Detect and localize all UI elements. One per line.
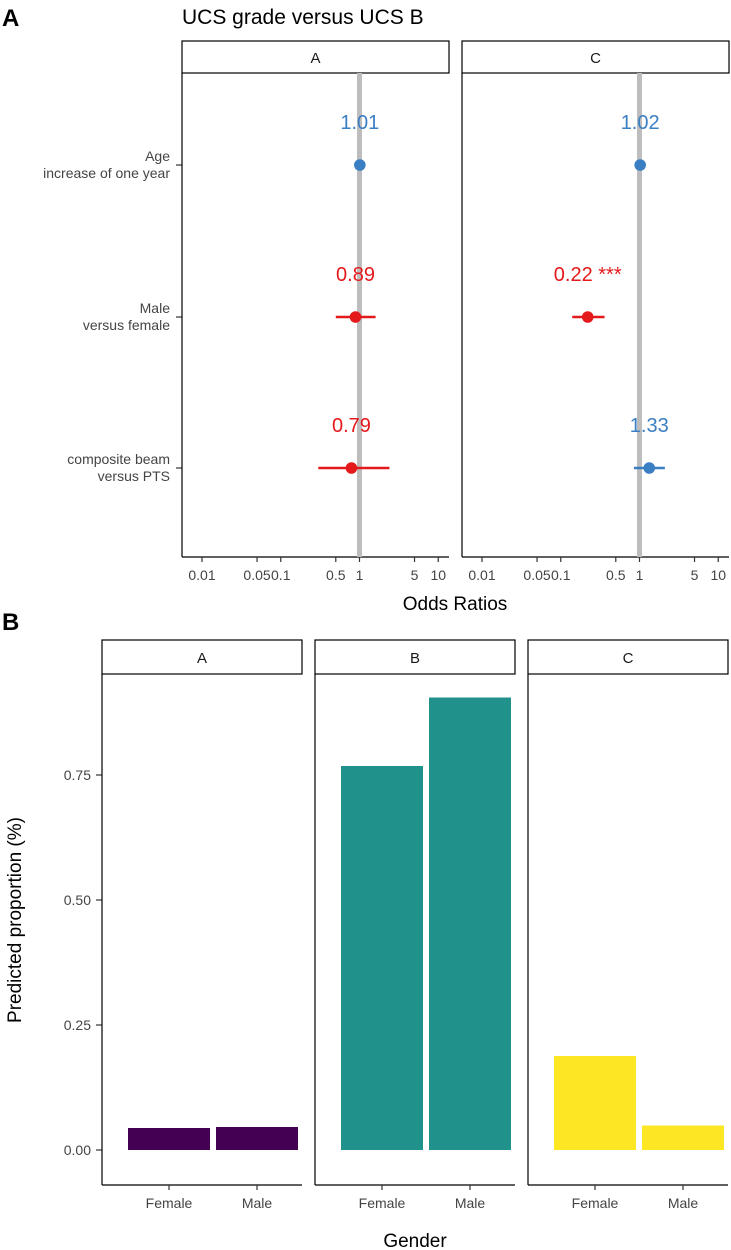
facet-1-x-tick-label-3: 0.5 [606,567,626,583]
bar-facet-0-x-tick-label-1: Male [242,1195,273,1211]
facet-0-x-tick-label-3: 0.5 [326,567,346,583]
facet-0-point-1 [349,311,362,323]
bar-facet-0-x-tick-label-0: Female [146,1195,193,1211]
bar-facet-a: Female Male [101,674,302,1211]
bar-facet-b: Female Male [314,674,515,1211]
facet-c-label: C [590,50,601,67]
y-tick-label-3: 0.75 [64,767,91,783]
facet-b-a-strip: A [101,639,303,675]
x-axis-title-gender: Gender [383,1231,447,1250]
facet-c-strip: C [461,40,730,74]
facet-b-a-label: A [197,650,207,667]
panel-b-tag: B [2,609,19,636]
facet-1-point-2 [643,462,656,474]
y-tick-label-0: 0.00 [64,1142,91,1158]
bar-2-1 [642,1125,724,1150]
facet-1-x-tick-label-0: 0.01 [468,567,495,583]
term-label-0-line-2: increase of one year [43,165,170,181]
facet-1-point-1 [581,311,594,323]
bar-facet-2-x-tick-label-1: Male [668,1195,699,1211]
facet-1-estimate-label-0: 1.02 [621,112,660,134]
y-axis: 0.00 0.25 0.50 0.75 [64,767,102,1158]
facet-a-label: A [310,50,320,67]
y-tick-label-1: 0.25 [64,1017,91,1033]
bar-1-0 [341,766,423,1150]
y-axis-title: Predicted proportion (%) [5,817,26,1023]
facet-0-x-tick-label-1: 0.05 [243,567,270,583]
facet-0-x-tick-label-0: 0.01 [188,567,215,583]
term-label-2-line-1: composite beam [67,451,170,467]
facet-0-x-tick-label-4: 1 [356,567,364,583]
x-axis-title: Odds Ratios [403,594,508,615]
bar-facet-2-x-tick-label-0: Female [572,1195,619,1211]
bar-facet-c: Female Male [527,674,728,1211]
bar-0-0 [128,1128,210,1150]
panel-a: A UCS grade versus UCS B A C Ageincrease… [2,5,730,615]
bar-facet-1-x-tick-label-1: Male [455,1195,486,1211]
facet-1-x-tick-label-4: 1 [636,567,644,583]
facet-b-b-strip: B [314,639,516,675]
facet-1-estimate-label-2: 1.33 [630,415,669,437]
panel-a-tag: A [2,5,19,32]
facet-1-x-tick-label-2: 0.1 [551,567,571,583]
facet-0-point-2 [345,462,358,474]
panel-a-title: UCS grade versus UCS B [182,6,424,29]
facet-0-x-tick-label-6: 10 [430,567,446,583]
term-label-2-line-2: versus PTS [98,468,170,484]
term-label-1-line-1: Male [140,300,171,316]
term-label-1-line-2: versus female [83,317,170,333]
bar-1-1 [429,697,511,1150]
facet-0-x-tick-label-5: 5 [411,567,419,583]
term-label-0-line-1: Age [145,148,170,164]
panel-b: B A B C 0.00 0.25 0.50 0.75 Female Male Fema… [2,609,729,1250]
facet-1-point-0 [634,159,646,171]
facet-1-x-tick-label-1: 0.05 [523,567,550,583]
facet-1-x-tick-label-5: 5 [691,567,699,583]
facet-b-c-strip: C [527,639,729,675]
bar-2-0 [554,1056,636,1150]
facet-b-b-label: B [410,650,420,667]
facet-0-estimate-label-1: 0.89 [336,264,375,286]
facet-0-point-0 [354,159,366,171]
facet-b-c-label: C [623,650,634,667]
forest-facet-c: 0.01 0.05 0.1 0.5 1 5 10 1.02 0.22 *** 1.33 [461,73,729,583]
facet-1-x-tick-label-6: 10 [710,567,726,583]
facet-1-estimate-label-1: 0.22 *** [554,264,622,286]
facet-0-x-tick-label-2: 0.1 [271,567,291,583]
facet-a-strip: A [181,40,450,74]
facet-0-estimate-label-2: 0.79 [332,415,371,437]
bar-facet-1-x-tick-label-0: Female [359,1195,406,1211]
bar-0-1 [216,1127,298,1150]
y-tick-label-2: 0.50 [64,892,91,908]
facet-0-estimate-label-0: 1.01 [340,112,379,134]
forest-facet-a: 0.01 0.05 0.1 0.5 1 5 10 1.01 0.89 0.79 [181,73,449,583]
